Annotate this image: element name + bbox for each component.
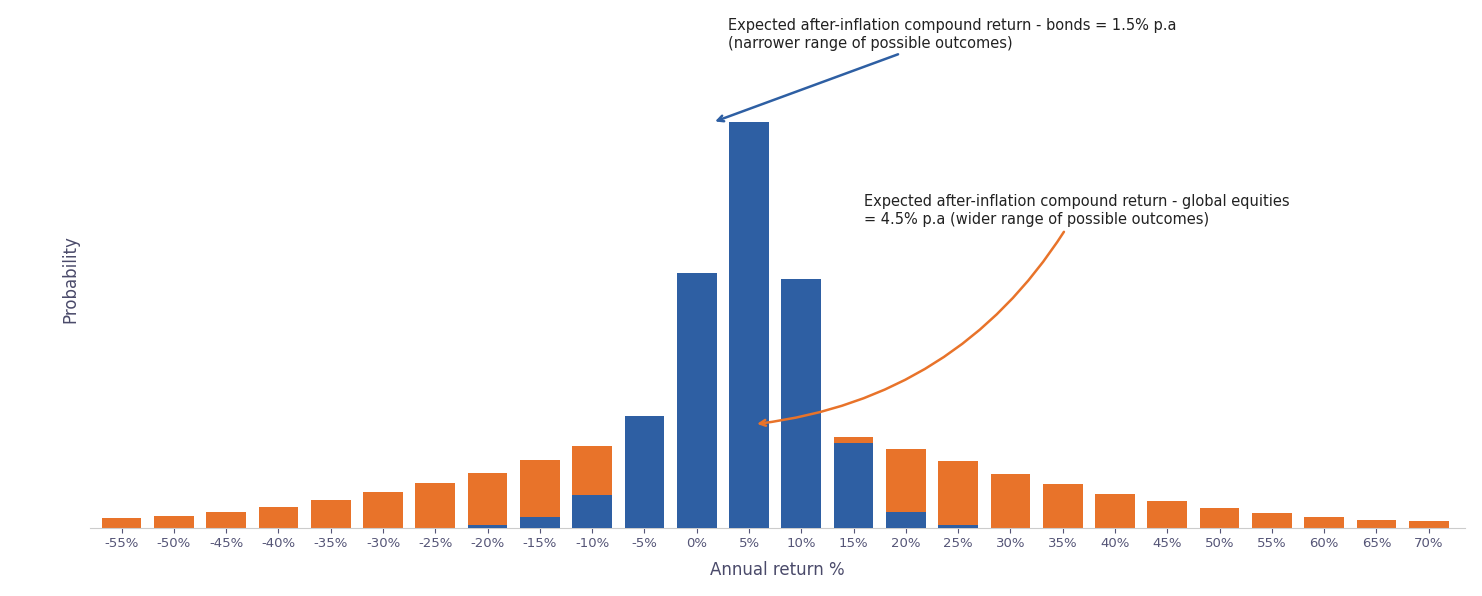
Bar xyxy=(834,437,873,527)
Bar xyxy=(677,273,717,527)
Bar xyxy=(624,434,664,527)
Bar xyxy=(624,417,664,527)
Bar xyxy=(938,461,978,527)
Bar xyxy=(886,449,926,527)
Bar xyxy=(363,492,403,527)
Bar xyxy=(572,446,612,527)
Bar xyxy=(938,525,978,527)
Bar xyxy=(1043,485,1083,527)
X-axis label: Annual return %: Annual return % xyxy=(710,561,845,579)
Bar xyxy=(572,495,612,527)
Bar xyxy=(1409,521,1448,527)
Bar xyxy=(1356,520,1396,527)
Bar xyxy=(520,460,560,527)
Bar xyxy=(154,516,194,527)
Bar xyxy=(206,512,246,527)
Bar xyxy=(1200,508,1239,527)
Bar xyxy=(729,122,769,527)
Text: Expected after-inflation compound return - bonds = 1.5% p.a
(narrower range of p: Expected after-inflation compound return… xyxy=(717,18,1177,121)
Bar xyxy=(1095,493,1135,527)
Bar xyxy=(468,525,507,527)
Bar xyxy=(520,517,560,527)
Bar xyxy=(781,428,821,527)
Bar xyxy=(886,512,926,527)
Text: Expected after-inflation compound return - global equities
= 4.5% p.a (wider ran: Expected after-inflation compound return… xyxy=(760,194,1289,426)
Bar xyxy=(311,500,351,527)
Bar xyxy=(781,279,821,527)
Bar xyxy=(1304,517,1344,527)
Bar xyxy=(415,483,455,527)
Bar xyxy=(729,424,769,527)
Bar xyxy=(258,507,298,527)
Bar xyxy=(102,519,141,527)
Y-axis label: Probability: Probability xyxy=(61,235,79,323)
Bar xyxy=(1252,513,1292,527)
Bar xyxy=(1147,501,1187,527)
Bar xyxy=(468,473,507,527)
Bar xyxy=(677,427,717,527)
Bar xyxy=(834,443,873,527)
Bar xyxy=(990,474,1030,527)
